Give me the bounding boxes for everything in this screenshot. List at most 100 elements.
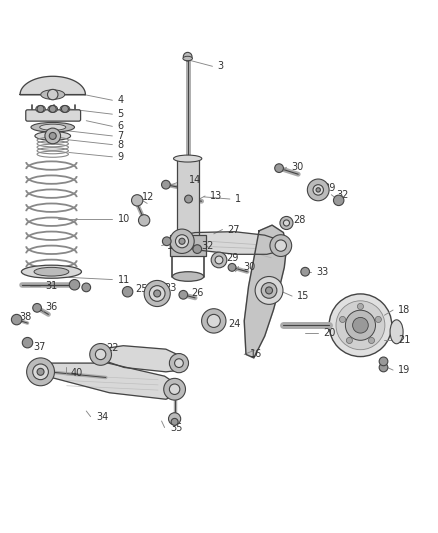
Circle shape [280,216,293,230]
Polygon shape [31,363,181,399]
Circle shape [333,195,344,206]
Circle shape [265,287,272,294]
Ellipse shape [173,155,202,162]
Circle shape [169,413,181,425]
Circle shape [164,378,185,400]
Circle shape [149,286,165,301]
Text: 15: 15 [297,291,310,301]
Circle shape [207,314,220,327]
Circle shape [185,195,192,203]
Text: 37: 37 [34,342,46,352]
Circle shape [379,363,388,372]
Ellipse shape [183,56,192,61]
Text: 40: 40 [71,368,83,378]
Text: 22: 22 [106,343,118,353]
Text: 11: 11 [117,274,130,285]
Circle shape [122,287,133,297]
Circle shape [211,252,227,268]
Text: 27: 27 [228,224,240,235]
FancyBboxPatch shape [26,110,81,121]
Circle shape [37,106,44,112]
Circle shape [171,418,178,425]
Polygon shape [95,346,184,372]
Ellipse shape [36,106,46,112]
Circle shape [179,290,187,299]
Text: 35: 35 [170,423,182,433]
Text: 38: 38 [20,312,32,321]
Text: 25: 25 [135,284,148,294]
Circle shape [329,294,392,357]
Polygon shape [244,225,286,358]
Text: 31: 31 [45,281,57,291]
Circle shape [138,215,150,226]
Circle shape [61,106,68,112]
Text: 30: 30 [292,162,304,172]
Circle shape [170,353,188,373]
Text: 29: 29 [323,183,336,193]
Circle shape [316,188,321,192]
Circle shape [270,235,292,256]
Text: 16: 16 [250,350,262,359]
Circle shape [170,229,194,254]
Ellipse shape [35,132,71,140]
Text: 14: 14 [167,240,179,251]
Circle shape [95,349,106,360]
Text: 32: 32 [336,190,349,200]
Text: 28: 28 [293,215,305,225]
Polygon shape [173,232,286,254]
Circle shape [201,309,226,333]
Circle shape [69,279,80,290]
Circle shape [346,337,353,343]
Circle shape [131,195,143,206]
Circle shape [33,303,42,312]
Bar [170,235,206,256]
Circle shape [379,357,388,366]
Circle shape [346,310,375,340]
Circle shape [176,235,188,248]
Text: 18: 18 [398,305,410,315]
Ellipse shape [60,106,70,112]
Bar [177,159,198,237]
Text: 30: 30 [244,262,256,271]
Circle shape [368,337,374,343]
Ellipse shape [40,124,66,130]
Circle shape [313,184,323,195]
Text: 23: 23 [164,283,177,293]
Circle shape [33,364,48,379]
Circle shape [49,133,56,140]
Circle shape [45,128,60,144]
Circle shape [336,301,385,350]
Text: 33: 33 [317,266,329,277]
Circle shape [353,318,368,333]
Polygon shape [20,76,85,94]
Circle shape [275,240,286,251]
Circle shape [82,283,91,292]
Circle shape [27,358,54,386]
Circle shape [228,263,236,271]
Circle shape [154,290,161,297]
Text: 29: 29 [226,253,239,263]
Circle shape [307,179,329,201]
Text: 34: 34 [96,411,108,422]
Circle shape [90,344,112,365]
Text: 5: 5 [117,109,124,119]
Text: 24: 24 [229,319,241,329]
Circle shape [357,303,364,310]
Circle shape [47,90,58,100]
Text: 13: 13 [210,191,223,201]
Text: 9: 9 [117,152,124,162]
Circle shape [283,220,290,226]
Text: 21: 21 [398,335,411,345]
Circle shape [162,237,171,246]
Circle shape [162,180,170,189]
Circle shape [339,317,346,322]
Circle shape [275,164,283,173]
Text: 14: 14 [189,175,201,185]
Circle shape [37,368,44,375]
Text: 7: 7 [117,131,124,141]
Text: 36: 36 [45,302,57,312]
Text: 12: 12 [141,192,154,202]
Circle shape [49,106,56,112]
Text: 10: 10 [117,214,130,224]
Text: 1: 1 [235,194,241,204]
